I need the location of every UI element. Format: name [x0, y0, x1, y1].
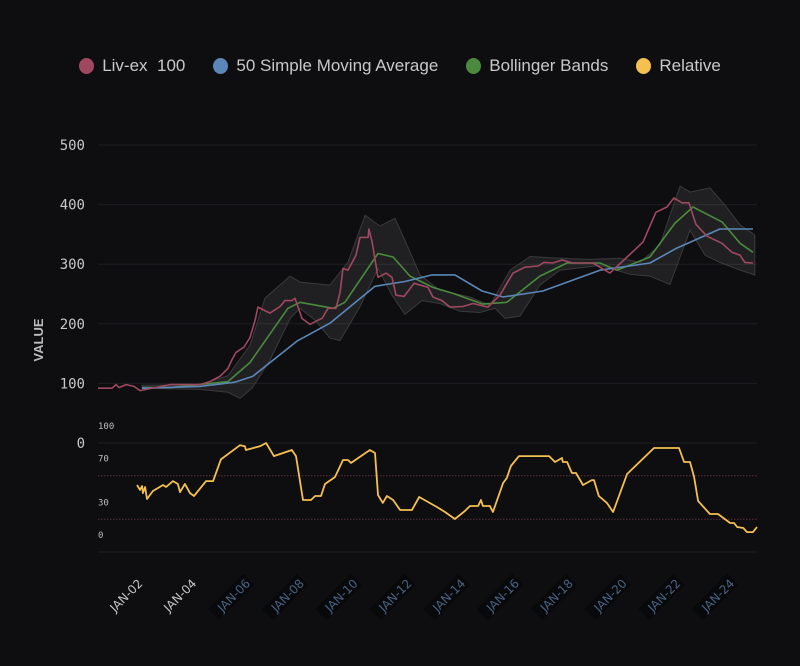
- y-tick-label: 500: [60, 138, 85, 154]
- relative-tick-label: 0: [98, 531, 103, 541]
- x-tick-label: JAN-02: [107, 576, 146, 615]
- y-tick-label: 100: [60, 376, 85, 392]
- x-tick-label: JAN-22: [644, 576, 683, 615]
- y-tick-label: 200: [60, 317, 85, 333]
- legend: Liv-ex 100 50 Simple Moving Average Bollin…: [0, 56, 800, 76]
- x-tick-label: JAN-18: [537, 576, 576, 615]
- legend-swatch: [213, 58, 229, 74]
- legend-swatch: [636, 58, 652, 74]
- x-tick: JAN-06: [207, 573, 255, 621]
- x-tick-label: JAN-20: [591, 576, 630, 615]
- relative-tick-label: 100: [98, 422, 114, 432]
- x-tick-background: [476, 573, 524, 621]
- x-tick: JAN-04: [160, 576, 199, 615]
- series-line-sma: [142, 228, 753, 389]
- x-tick-background: [207, 573, 255, 621]
- legend-label: 50 Simple Moving Average: [236, 56, 439, 75]
- x-tick-label: JAN-16: [483, 576, 522, 615]
- x-tick-label: JAN-24: [698, 576, 737, 615]
- y-tick-label: 400: [60, 198, 85, 214]
- series-line-bollinger: [142, 206, 754, 389]
- legend-label: Bollinger Bands: [489, 56, 609, 75]
- x-tick-background: [638, 573, 685, 621]
- legend-swatch: [79, 58, 95, 74]
- legend-item[interactable]: 50 Simple Moving Average: [213, 56, 438, 76]
- x-tick-label: JAN-12: [375, 576, 414, 615]
- x-tick: JAN-14: [423, 573, 470, 621]
- x-tick-label: JAN-04: [160, 576, 199, 615]
- x-tick-background: [369, 573, 416, 621]
- legend-item[interactable]: Liv-ex 100: [79, 56, 185, 76]
- x-tick: JAN-20: [584, 573, 632, 621]
- y-axis-title: VALUE: [31, 318, 46, 361]
- series-line-relative: [136, 442, 758, 533]
- relative-tick-label: 30: [98, 498, 109, 508]
- x-tick-background: [261, 573, 309, 621]
- x-tick-background: [315, 573, 363, 621]
- x-tick: JAN-16: [476, 573, 524, 621]
- x-tick: JAN-22: [638, 573, 685, 621]
- x-tick: JAN-08: [261, 573, 309, 621]
- x-tick-label: JAN-06: [214, 576, 253, 615]
- x-tick-label: JAN-14: [429, 576, 468, 615]
- legend-item[interactable]: Relative: [636, 56, 721, 76]
- x-tick: JAN-18: [530, 573, 578, 621]
- legend-swatch: [466, 58, 482, 74]
- y-tick-label: 300: [60, 257, 85, 273]
- y-tick-label: 0: [77, 436, 85, 452]
- x-tick: JAN-12: [369, 573, 416, 621]
- x-tick: JAN-02: [107, 576, 146, 615]
- legend-item[interactable]: Bollinger Bands: [466, 56, 608, 76]
- relative-tick-label: 70: [98, 455, 109, 465]
- x-tick-label: JAN-10: [322, 576, 361, 615]
- x-tick-label: JAN-08: [268, 576, 307, 615]
- legend-label: Liv-ex 100: [102, 56, 186, 75]
- series-line-livex: [98, 197, 754, 392]
- x-tick: JAN-24: [691, 573, 739, 621]
- x-tick-background: [530, 573, 578, 621]
- x-tick-background: [423, 573, 470, 621]
- x-tick-background: [584, 573, 632, 621]
- legend-label: Relative: [659, 56, 721, 75]
- x-tick-background: [691, 573, 739, 621]
- x-tick: JAN-10: [315, 573, 363, 621]
